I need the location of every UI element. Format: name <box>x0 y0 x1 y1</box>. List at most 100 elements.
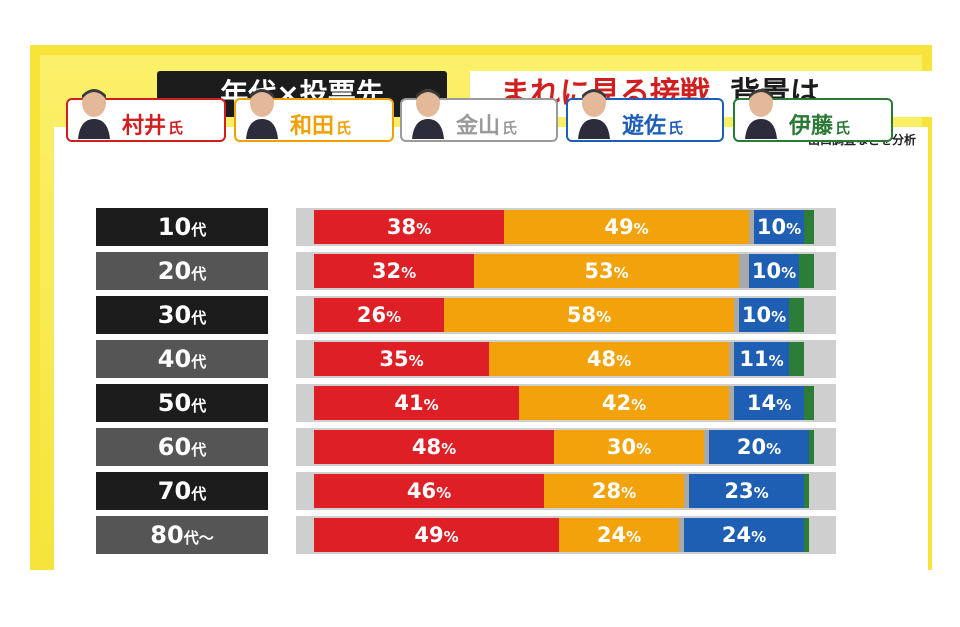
bar-segment: 46% <box>314 474 544 508</box>
bar-value-unit: % <box>436 484 452 502</box>
candidate-name: 伊藤氏 <box>789 108 850 140</box>
bar-segment: 41% <box>314 386 519 420</box>
age-number: 30 <box>157 301 192 329</box>
bar-value-label: 35 <box>379 347 409 371</box>
bar-segment: 49% <box>314 518 559 552</box>
bar-segment: 38% <box>314 210 504 244</box>
bar-segment <box>804 518 809 552</box>
bar-value-label: 10 <box>756 215 787 239</box>
legend-item-3: 金山氏 <box>400 89 558 142</box>
bar-segment <box>679 518 684 552</box>
age-number: 20 <box>157 257 192 285</box>
bar-value-label: 38 <box>386 215 417 239</box>
bar-value-unit: % <box>633 220 649 238</box>
bar-value-unit: % <box>776 396 792 414</box>
candidate-name-text: 遊佐 <box>622 114 667 139</box>
bar-segment: 26% <box>314 298 444 332</box>
candidate-suffix: 氏 <box>502 119 518 137</box>
bar-segment: 42% <box>519 386 729 420</box>
candidate-name: 金山氏 <box>456 108 517 140</box>
bar-segment: 10% <box>739 298 789 332</box>
candidate-photo-icon <box>578 89 610 139</box>
candidate-suffix: 氏 <box>168 119 184 137</box>
bar-segment: 24% <box>559 518 679 552</box>
candidate-name: 和田氏 <box>290 108 351 140</box>
bar-segment: 49% <box>504 210 749 244</box>
bar-value-unit: % <box>781 264 797 282</box>
bar-value-unit: % <box>423 396 439 414</box>
candidate-suffix: 氏 <box>668 119 684 137</box>
candidate-name: 村井氏 <box>122 108 183 140</box>
bar-value-label: 28 <box>591 479 622 503</box>
bar-value-label: 48 <box>586 347 617 371</box>
bar-segment <box>729 386 734 420</box>
age-label: 20代 <box>96 252 268 290</box>
legend-item-4: 遊佐氏 <box>566 89 724 142</box>
candidate-photo-icon <box>745 89 777 139</box>
bar-value-unit: % <box>416 220 432 238</box>
bar-value-label: 41 <box>394 391 424 415</box>
age-suffix: 代 <box>191 221 207 239</box>
bar-value-unit: % <box>401 264 417 282</box>
age-number: 10 <box>157 213 192 241</box>
legend-item-1: 村井氏 <box>66 89 226 142</box>
bar-segment: 58% <box>444 298 734 332</box>
bar-segment <box>684 474 689 508</box>
bar-segment <box>704 430 709 464</box>
bar-value-unit: % <box>768 352 784 370</box>
bar-value-unit: % <box>771 308 787 326</box>
bar-segment: 20% <box>709 430 809 464</box>
bar-segment: 10% <box>749 254 799 288</box>
bar-value-unit: % <box>621 484 637 502</box>
bar-segment <box>739 254 749 288</box>
candidate-suffix: 氏 <box>835 119 851 137</box>
legend-item-2: 和田氏 <box>234 89 394 142</box>
bar-value-unit: % <box>613 264 629 282</box>
bar-segment: 28% <box>544 474 684 508</box>
age-suffix: 代 <box>191 353 207 371</box>
age-label: 60代 <box>96 428 268 466</box>
bar-value-unit: % <box>751 528 767 546</box>
bar-value-unit: % <box>753 484 769 502</box>
bar-value-unit: % <box>631 396 647 414</box>
bar-segment <box>799 254 814 288</box>
age-label: 30代 <box>96 296 268 334</box>
bar-value-label: 14 <box>746 391 777 415</box>
bar-value-label: 24 <box>721 523 752 547</box>
bar-value-label: 58 <box>566 303 597 327</box>
bar-value-label: 10 <box>741 303 772 327</box>
bar-segment: 14% <box>734 386 804 420</box>
age-suffix: 代 <box>191 441 207 459</box>
bar-value-label: 23 <box>724 479 754 503</box>
age-number: 50 <box>157 389 192 417</box>
bar-value-unit: % <box>636 440 652 458</box>
candidate-photo-icon <box>78 89 110 139</box>
bar-segment: 53% <box>474 254 739 288</box>
candidate-name-text: 村井 <box>122 114 167 139</box>
bar-segment <box>789 342 804 376</box>
age-label: 40代 <box>96 340 268 378</box>
age-label: 50代 <box>96 384 268 422</box>
bar-segment: 24% <box>684 518 804 552</box>
bar-value-label: 26 <box>356 303 387 327</box>
bar-value-unit: % <box>616 352 632 370</box>
bar-value-unit: % <box>626 528 642 546</box>
bar-value-unit: % <box>386 308 402 326</box>
bar-segment <box>749 210 754 244</box>
bar-segment: 35% <box>314 342 489 376</box>
bar-segment <box>804 474 809 508</box>
bar-value-label: 10 <box>751 259 782 283</box>
age-number: 40 <box>157 345 192 373</box>
bar-value-label: 20 <box>736 435 767 459</box>
bar-segment: 48% <box>314 430 554 464</box>
age-suffix: 代〜 <box>183 529 214 547</box>
bar-value-label: 11 <box>739 347 769 371</box>
legend-item-5: 伊藤氏 <box>733 89 893 142</box>
candidate-photo-icon <box>412 89 444 139</box>
bar-segment <box>804 386 814 420</box>
bar-segment <box>734 298 739 332</box>
bar-segment: 48% <box>489 342 729 376</box>
bar-segment <box>789 298 804 332</box>
age-suffix: 代 <box>191 397 207 415</box>
age-label: 10代 <box>96 208 268 246</box>
